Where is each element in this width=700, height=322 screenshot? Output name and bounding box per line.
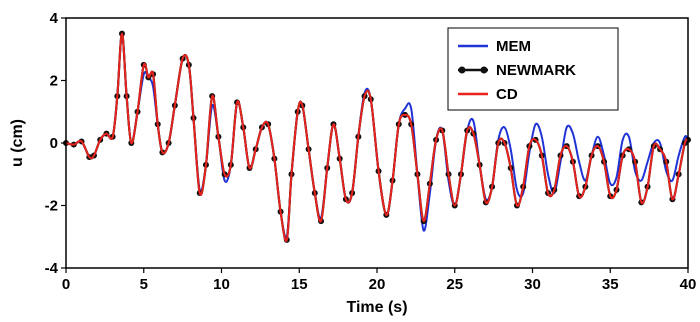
x-tick-label: 40 bbox=[680, 276, 697, 293]
x-tick-label: 35 bbox=[602, 276, 619, 293]
y-tick-label: -2 bbox=[45, 198, 58, 215]
x-tick-label: 20 bbox=[369, 276, 386, 293]
legend-item-newmark: NEWMARK bbox=[458, 62, 576, 79]
ticks-layer: 0 5 10 15 20 25 30 35 40 -4 -2 0 2 4 bbox=[45, 10, 697, 293]
x-tick-label: 5 bbox=[140, 276, 148, 293]
series-layer bbox=[63, 30, 691, 243]
legend-label-cd: CD bbox=[496, 86, 518, 103]
legend-item-mem: MEM bbox=[458, 38, 531, 55]
legend-item-cd: CD bbox=[458, 86, 518, 103]
legend-items: MEM NEWMARK CD bbox=[458, 38, 576, 103]
series-cd bbox=[65, 32, 689, 243]
y-tick-label: 2 bbox=[50, 73, 58, 90]
series-line-cd bbox=[65, 32, 689, 243]
x-tick-label: 25 bbox=[446, 276, 463, 293]
y-tick-label: 0 bbox=[50, 135, 58, 152]
y-tick-label: 4 bbox=[50, 10, 59, 27]
y-tick-label: -4 bbox=[45, 260, 59, 277]
x-tick-label: 10 bbox=[213, 276, 230, 293]
legend-marker-newmark bbox=[480, 66, 488, 74]
legend-label-newmark: NEWMARK bbox=[496, 62, 576, 79]
x-tick-label: 15 bbox=[291, 276, 308, 293]
legend-label-mem: MEM bbox=[496, 38, 531, 55]
x-tick-label: 0 bbox=[62, 276, 70, 293]
x-axis-title: Time (s) bbox=[346, 299, 407, 316]
y-axis-title: u (cm) bbox=[9, 119, 26, 167]
legend-marker-newmark bbox=[458, 66, 466, 74]
x-tick-label: 30 bbox=[524, 276, 541, 293]
legend: MEM NEWMARK CD bbox=[447, 27, 619, 111]
